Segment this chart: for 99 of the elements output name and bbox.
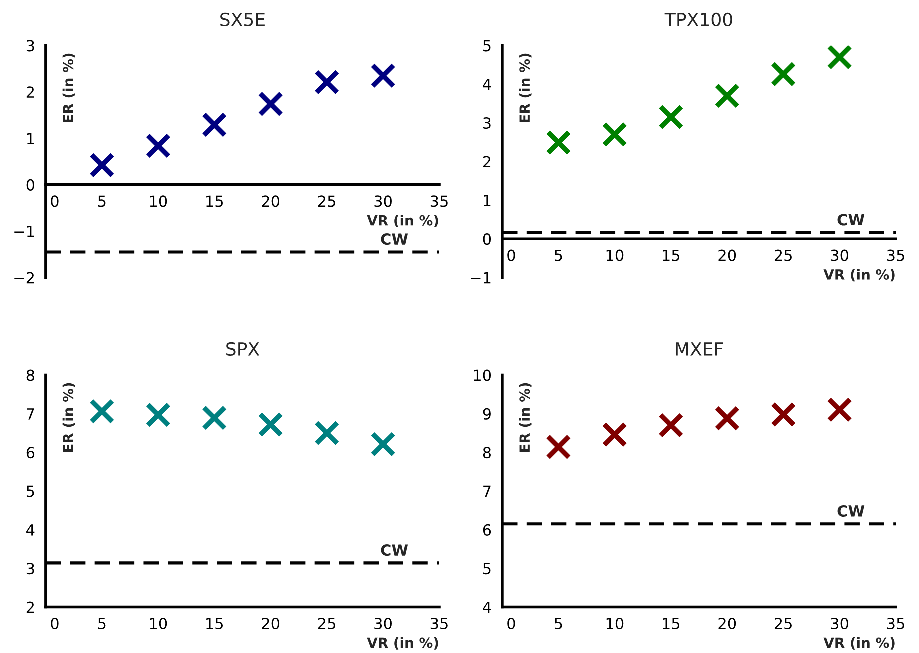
y-tick-label: 0 (26, 179, 35, 191)
point (314, 70, 340, 96)
y-tick-label: −1 (471, 272, 491, 284)
x-tick-label: 35 (887, 618, 904, 630)
y-tick-label: 10 (474, 370, 492, 382)
chart-title: SX5E (220, 12, 265, 27)
point (314, 420, 340, 446)
x-tick-label: 20 (718, 618, 736, 630)
y-tick-label: 6 (483, 524, 492, 536)
x-tick-label: 0 (508, 618, 516, 630)
x-tick-label: 30 (831, 618, 849, 630)
y-tick-label: 3 (26, 563, 34, 575)
y-tick-label: 0 (483, 234, 492, 246)
x-tick-label: 25 (318, 618, 336, 630)
x-tick-label: 35 (887, 250, 904, 262)
y-tick-label: 5 (26, 486, 34, 498)
x-tick-label: 0 (51, 196, 59, 208)
ref-line-label: CW (838, 214, 865, 226)
y-tick-label: 9 (483, 408, 491, 420)
x-tick-label: 15 (663, 250, 680, 262)
point (714, 83, 740, 109)
x-tick-label: 25 (774, 250, 792, 262)
point (827, 46, 853, 70)
y-tick-label: 7 (484, 486, 491, 498)
y-tick-label: 5 (484, 563, 491, 575)
chart-title: MXEF (676, 342, 724, 356)
y-tick-label: 4 (483, 602, 492, 614)
point (89, 398, 115, 424)
ref-line-label: CW (838, 505, 865, 518)
x-axis-title: VR (in %) (824, 269, 895, 282)
x-tick-label: 25 (318, 196, 336, 208)
y-tick-label: 7 (27, 408, 34, 420)
x-tick-label: 5 (98, 196, 106, 208)
y-tick-label: 6 (26, 447, 35, 459)
point (202, 112, 228, 138)
x-tick-label: 5 (555, 250, 562, 262)
point (546, 130, 572, 156)
x-tick-label: 15 (206, 196, 223, 208)
x-tick-label: 20 (262, 196, 280, 208)
point (827, 397, 853, 423)
x-tick-label: 30 (374, 196, 392, 208)
chart-title: TPX100 (664, 12, 732, 27)
x-tick-label: 30 (374, 618, 392, 630)
point (202, 405, 228, 431)
y-tick-label: 1 (27, 133, 34, 144)
point (258, 91, 284, 117)
x-axis-title: VR (in %) (367, 637, 438, 650)
x-tick-label: 15 (663, 618, 680, 630)
x-tick-label: 35 (430, 196, 448, 208)
y-tick-label: 2 (26, 602, 34, 614)
y-tick-label: 2 (26, 86, 34, 98)
x-tick-label: 10 (606, 618, 624, 630)
y-tick-label: 3 (26, 40, 34, 52)
y-axis-title: ER (in %) (62, 54, 76, 123)
y-tick-label: 4 (26, 524, 35, 536)
point (770, 62, 796, 88)
y-tick-label: 3 (484, 118, 491, 130)
point (770, 402, 796, 428)
x-tick-label: 10 (606, 250, 624, 262)
ref-line-label: CW (381, 234, 408, 246)
y-tick-label: 2 (483, 156, 491, 168)
y-tick-label: 5 (484, 40, 491, 52)
y-tick-label: 8 (483, 447, 492, 459)
y-axis-title: ER (in %) (519, 54, 532, 123)
point (370, 63, 396, 89)
y-tick-label: 4 (483, 79, 492, 90)
x-tick-label: 35 (430, 618, 448, 630)
point (146, 133, 172, 159)
point (714, 406, 740, 432)
point (89, 152, 115, 178)
y-tick-label: −1 (14, 226, 34, 238)
point (658, 104, 684, 130)
x-tick-label: 0 (508, 250, 516, 262)
x-tick-label: 20 (262, 618, 280, 630)
point (602, 422, 628, 448)
y-tick-label: 8 (26, 370, 34, 382)
point (370, 432, 396, 458)
x-tick-label: 0 (51, 618, 59, 630)
x-tick-label: 10 (150, 618, 168, 630)
ref-line-label: CW (381, 544, 408, 556)
y-tick-label: −2 (14, 272, 34, 284)
point (546, 434, 572, 460)
chart-title: SPX (226, 342, 260, 356)
x-tick-label: 15 (206, 618, 223, 630)
x-tick-label: 25 (774, 618, 792, 630)
point (602, 122, 628, 148)
x-axis-title: VR (in %) (824, 637, 895, 650)
point (658, 412, 684, 438)
x-tick-label: 5 (555, 618, 562, 630)
x-tick-label: 20 (718, 250, 736, 262)
y-axis-title: ER (in %) (62, 383, 76, 452)
x-tick-label: 10 (150, 196, 168, 208)
point (258, 412, 284, 438)
y-axis-title: ER (in %) (519, 383, 532, 452)
x-tick-label: 30 (831, 250, 849, 262)
point (146, 402, 172, 428)
x-axis-title: VR (in %) (367, 215, 438, 228)
y-tick-label: 1 (484, 195, 491, 206)
x-tick-label: 5 (98, 618, 106, 630)
